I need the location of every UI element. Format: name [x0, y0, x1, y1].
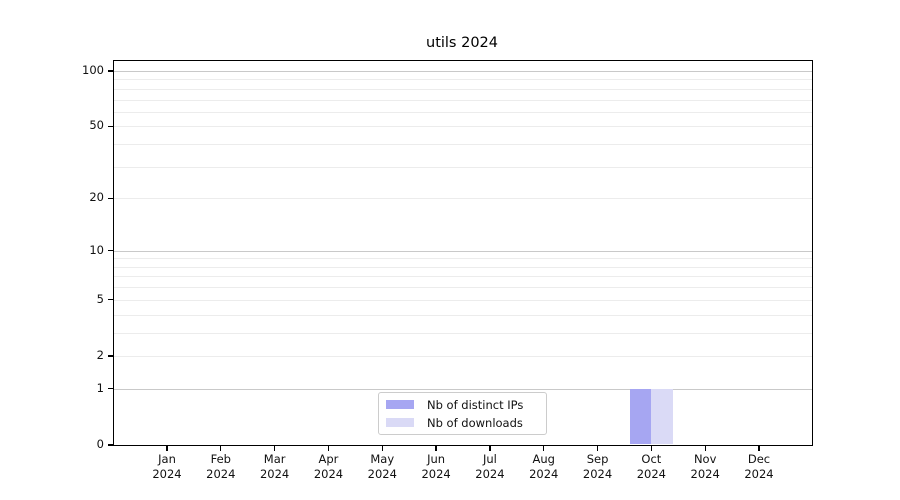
chart-title: utils 2024 — [426, 35, 498, 51]
y-axis-tick-label: 2 — [96, 347, 104, 362]
x-axis-tick-label: May 2024 — [367, 452, 397, 481]
x-axis-tick — [435, 445, 437, 451]
minor-gridline — [114, 258, 812, 260]
x-axis-tick-label: Dec 2024 — [744, 452, 774, 481]
minor-gridline — [114, 287, 812, 289]
minor-gridline — [114, 355, 812, 357]
x-axis-tick-label: Sep 2024 — [582, 452, 613, 481]
legend-label-downloads: Nb of downloads — [427, 415, 523, 430]
x-axis-tick — [489, 445, 491, 451]
x-axis-tick — [220, 445, 222, 451]
minor-gridline — [114, 111, 812, 113]
x-axis-tick-label: Mar 2024 — [259, 452, 290, 481]
bar-nb-of-distinct-ips — [629, 388, 652, 444]
minor-gridline — [114, 299, 812, 301]
major-gridline — [114, 71, 812, 72]
y-axis-tick-label: 0 — [96, 437, 104, 451]
x-axis-tick — [596, 445, 599, 451]
y-axis-tick-label: 10 — [89, 242, 104, 257]
minor-gridline — [114, 166, 812, 168]
x-axis-tick-label: Nov 2024 — [690, 452, 720, 481]
x-axis-tick-label: Jan 2024 — [152, 452, 182, 481]
legend-swatch-distinct-ips — [386, 400, 414, 409]
x-axis-tick-label: Jul 2024 — [475, 452, 505, 481]
y-axis-tick-label: 20 — [89, 190, 104, 205]
x-axis-tick-label: Oct 2024 — [636, 452, 666, 481]
x-axis-tick — [166, 445, 168, 451]
y-axis-tick — [107, 299, 113, 301]
minor-gridline — [114, 314, 812, 316]
y-axis-tick-label: 5 — [96, 291, 104, 306]
y-axis-tick — [107, 355, 113, 357]
y-axis-tick-label: 50 — [89, 118, 104, 133]
x-axis-tick — [273, 445, 276, 451]
x-axis-tick-label: Feb 2024 — [206, 452, 236, 481]
y-axis-tick-label: 1 — [96, 380, 104, 395]
x-axis-tick — [650, 445, 652, 451]
legend-swatch-downloads — [386, 418, 414, 427]
x-axis-tick — [704, 445, 706, 451]
minor-gridline — [114, 276, 812, 278]
y-axis-tick-label: 100 — [82, 63, 104, 77]
major-gridline — [114, 250, 812, 252]
minor-gridline — [114, 88, 812, 90]
x-axis-tick — [327, 445, 330, 451]
minor-gridline — [114, 144, 812, 146]
x-axis-tick-label: Apr 2024 — [313, 452, 344, 481]
y-axis-tick — [107, 197, 113, 199]
minor-gridline — [114, 99, 812, 101]
minor-gridline — [114, 266, 812, 268]
x-axis-tick — [543, 445, 545, 451]
minor-gridline — [114, 79, 812, 81]
legend-item-downloads: Nb of downloads — [386, 414, 546, 432]
legend: Nb of distinct IPs Nb of downloads — [378, 392, 547, 435]
minor-gridline — [114, 126, 812, 128]
legend-label-distinct-ips: Nb of distinct IPs — [427, 397, 524, 412]
y-axis-tick — [107, 250, 113, 252]
x-axis-tick-label: Jun 2024 — [421, 452, 451, 481]
minor-gridline — [114, 332, 812, 334]
major-gridline — [114, 388, 812, 390]
minor-gridline — [114, 198, 812, 200]
x-axis-tick-label: Aug 2024 — [529, 452, 559, 481]
y-axis-tick — [107, 388, 113, 390]
bar-nb-of-downloads — [651, 388, 673, 444]
legend-item-distinct-ips: Nb of distinct IPs — [386, 396, 546, 414]
x-axis-tick — [758, 445, 760, 451]
y-axis-tick — [107, 444, 113, 446]
y-axis-tick — [107, 70, 113, 72]
x-axis-tick — [381, 445, 383, 451]
y-axis-tick — [107, 125, 113, 128]
plot-area: Nb of distinct IPs Nb of downloads 0 1 2 5 1… — [82, 60, 813, 481]
